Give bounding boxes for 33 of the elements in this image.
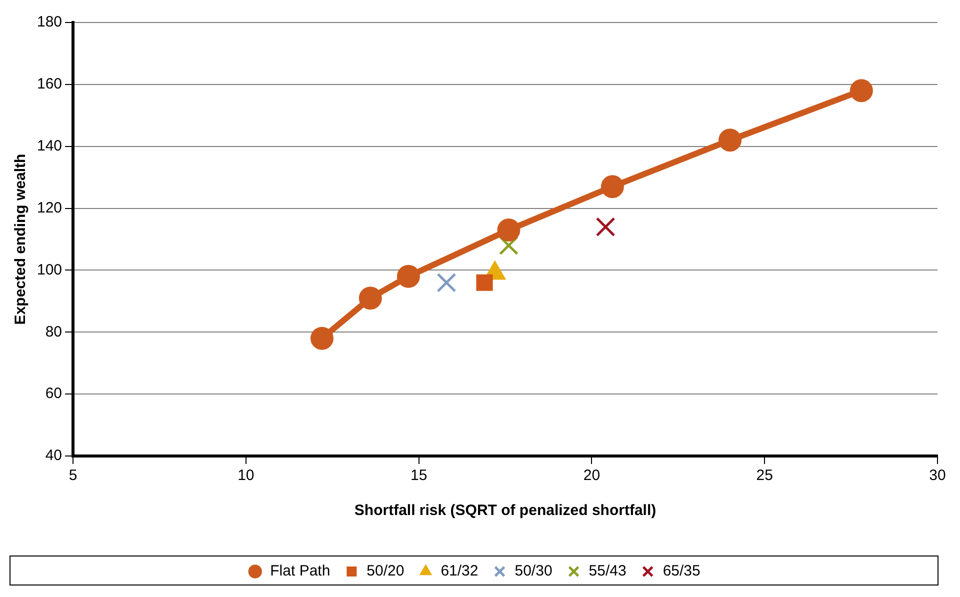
legend-label: 50/30 xyxy=(514,562,552,580)
legend-label: 61/32 xyxy=(440,562,478,580)
point xyxy=(310,326,334,350)
x-tick-label: 15 xyxy=(410,467,428,484)
point xyxy=(596,217,616,237)
y-tick-label: 80 xyxy=(45,323,62,340)
point xyxy=(718,128,742,152)
x-tick-label: 25 xyxy=(756,467,773,484)
y-axis-title: Expected ending wealth xyxy=(12,154,30,325)
point xyxy=(850,79,873,102)
legend-label: 55/43 xyxy=(588,562,626,580)
point xyxy=(497,218,520,242)
point xyxy=(600,175,624,198)
y-tick-label: 40 xyxy=(45,447,62,464)
y-tick-label: 120 xyxy=(36,199,62,216)
point xyxy=(358,286,382,310)
y-tick-label: 60 xyxy=(45,385,62,402)
point xyxy=(476,274,493,291)
point xyxy=(396,264,420,288)
y-tick-label: 180 xyxy=(36,14,62,31)
y-tick-label: 160 xyxy=(36,76,62,93)
point xyxy=(498,236,518,256)
legend-label: Flat Path xyxy=(270,562,330,580)
y-tick-label: 140 xyxy=(36,138,62,154)
x-tick-label: 30 xyxy=(929,467,946,484)
x-axis-title: Shortfall risk (SQRT of penalized shortfall) xyxy=(354,502,656,520)
y-tick-label: 100 xyxy=(36,261,62,278)
x-tick-label: 10 xyxy=(238,467,254,484)
legend-label: 65/35 xyxy=(662,562,700,580)
point xyxy=(436,272,456,292)
x-tick-label: 5 xyxy=(68,467,78,484)
x-tick-label: 20 xyxy=(583,467,600,484)
legend-label: 50/20 xyxy=(366,562,404,580)
